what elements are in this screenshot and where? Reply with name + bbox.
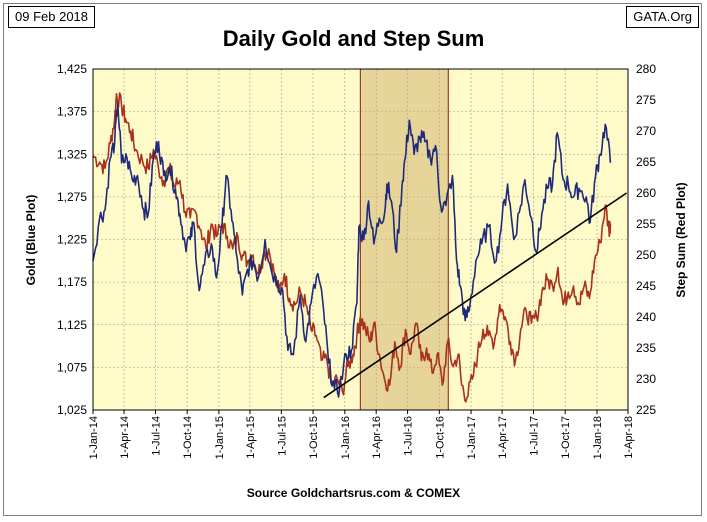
x-tick-label: 1-Oct-17 xyxy=(560,416,572,459)
y2-tick-label: 230 xyxy=(636,372,656,386)
x-tick-label: 1-Jul-15 xyxy=(276,416,288,456)
series-layer xyxy=(92,92,628,403)
y-axis-label: Gold (Blue Plot) xyxy=(24,195,38,286)
y-tick-label: 1,275 xyxy=(57,190,87,204)
y-tick-label: 1,325 xyxy=(57,147,87,161)
x-tick-label: 1-Jan-14 xyxy=(88,416,100,459)
y-tick-label: 1,225 xyxy=(57,233,87,247)
x-tick-label: 1-Oct-14 xyxy=(182,416,194,459)
x-tick-label: 1-Jul-16 xyxy=(403,416,415,456)
y-tick-label: 1,125 xyxy=(57,318,87,332)
x-tick-label: 1-Apr-17 xyxy=(497,416,509,459)
chart-title: Daily Gold and Step Sum xyxy=(222,26,485,51)
y2-tick-label: 250 xyxy=(636,248,656,262)
y2-tick-label: 270 xyxy=(636,124,656,138)
x-tick-label: 1-Jul-14 xyxy=(150,416,162,456)
x-tick-label: 1-Jan-15 xyxy=(214,416,226,459)
x-tick-label: 1-Apr-16 xyxy=(371,416,383,459)
x-tick-label: 1-Jan-17 xyxy=(466,416,478,459)
x-tick-label: 1-Apr-15 xyxy=(245,416,257,459)
trend-line xyxy=(323,192,628,399)
y2-axis-label: Step Sum (Red Plot) xyxy=(674,182,688,297)
axes-layer: 1,025 1,075 1,125 1,175 1,225 1,275 1,325 1,375… xyxy=(57,62,656,459)
x-tick-label: 1-Oct-16 xyxy=(434,416,446,459)
grid xyxy=(92,68,629,411)
y2-tick-label: 280 xyxy=(636,62,656,76)
x-tick-label: 1-Oct-15 xyxy=(308,416,320,459)
y-tick-label: 1,175 xyxy=(57,275,87,289)
y-tick-label: 1,425 xyxy=(57,62,87,76)
x-tick-label: 1-Apr-14 xyxy=(119,416,131,459)
y2-tick-label: 255 xyxy=(636,217,656,231)
y2-tick-label: 225 xyxy=(636,403,656,417)
y2-tick-label: 240 xyxy=(636,310,656,324)
y-tick-label: 1,075 xyxy=(57,360,87,374)
source-tag: GATA.Org xyxy=(626,6,699,28)
x-tick-label: 1-Jul-17 xyxy=(528,416,540,456)
plot-border xyxy=(92,68,629,411)
y2-tick-label: 235 xyxy=(636,341,656,355)
date-label: 09 Feb 2018 xyxy=(8,6,96,28)
source-footer: Source Goldchartsrus.com & COMEX xyxy=(246,486,461,500)
series-gold-line xyxy=(92,102,612,398)
y2-tick-label: 245 xyxy=(636,279,656,293)
series-step-sum-line xyxy=(92,92,612,403)
y-tick-label: 1,375 xyxy=(57,105,87,119)
y2-tick-label: 260 xyxy=(636,186,656,200)
y-tick-label: 1,025 xyxy=(57,403,87,417)
y2-tick-label: 265 xyxy=(636,155,656,169)
y2-tick-label: 275 xyxy=(636,93,656,107)
x-tick-label: 1-Jan-16 xyxy=(340,416,352,459)
x-tick-label: 1-Apr-18 xyxy=(623,416,635,459)
x-tick-label: 1-Jan-18 xyxy=(592,416,604,459)
